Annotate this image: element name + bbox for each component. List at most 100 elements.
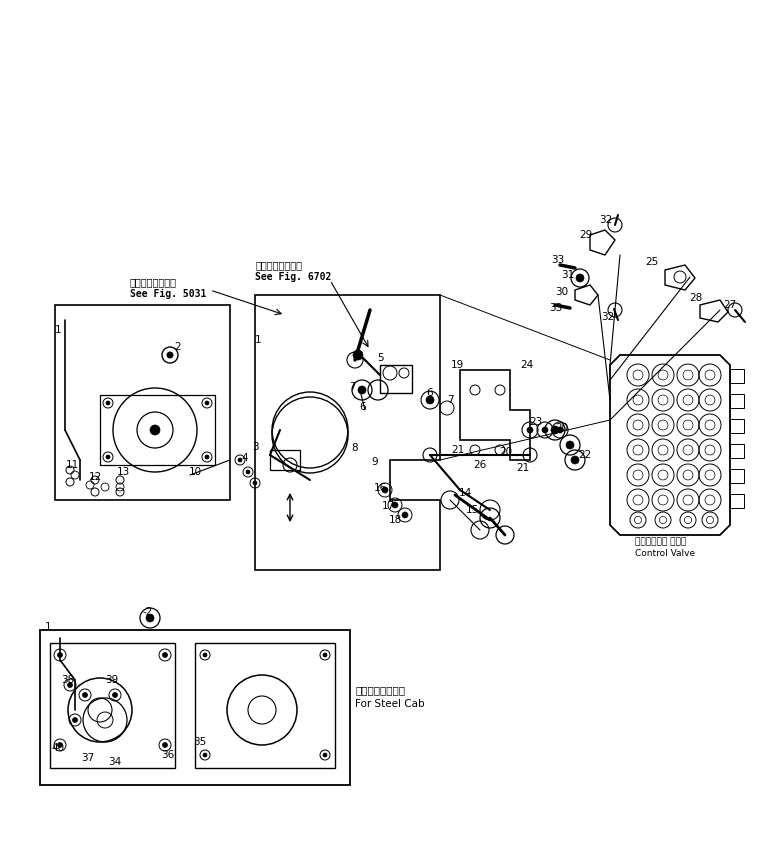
Text: 23: 23 bbox=[530, 417, 543, 427]
Bar bbox=[40, 630, 350, 785]
Circle shape bbox=[527, 427, 533, 433]
Text: 31: 31 bbox=[562, 270, 575, 280]
Circle shape bbox=[571, 456, 579, 464]
Circle shape bbox=[203, 753, 207, 757]
Text: 第６７０２図参照: 第６７０２図参照 bbox=[255, 260, 302, 270]
Circle shape bbox=[68, 682, 73, 687]
Bar bbox=[50, 643, 175, 768]
Text: 21: 21 bbox=[516, 463, 530, 473]
Circle shape bbox=[426, 396, 434, 404]
Text: 18: 18 bbox=[388, 515, 402, 525]
Bar bbox=[195, 643, 335, 768]
Text: 30: 30 bbox=[555, 287, 569, 297]
Text: 10: 10 bbox=[189, 467, 201, 477]
Text: スチールキャブ用: スチールキャブ用 bbox=[355, 685, 405, 695]
Text: 6: 6 bbox=[427, 388, 434, 398]
Circle shape bbox=[253, 481, 257, 485]
Text: 15: 15 bbox=[466, 505, 479, 515]
Text: 1: 1 bbox=[55, 325, 62, 335]
Circle shape bbox=[106, 455, 110, 459]
Circle shape bbox=[162, 742, 168, 747]
Bar bbox=[730, 469, 744, 483]
Text: For Steel Cab: For Steel Cab bbox=[355, 699, 424, 709]
Text: 33: 33 bbox=[551, 255, 565, 265]
Text: 14: 14 bbox=[459, 488, 472, 498]
Circle shape bbox=[323, 753, 327, 757]
Bar bbox=[730, 494, 744, 508]
Text: See Fig. 5031: See Fig. 5031 bbox=[130, 289, 207, 299]
Circle shape bbox=[167, 352, 173, 358]
Text: 26: 26 bbox=[473, 460, 487, 470]
Circle shape bbox=[353, 350, 363, 360]
Text: 28: 28 bbox=[690, 293, 703, 303]
Bar bbox=[730, 419, 744, 433]
Text: 24: 24 bbox=[520, 360, 534, 370]
Circle shape bbox=[205, 401, 209, 405]
Text: 12: 12 bbox=[88, 472, 101, 482]
Text: See Fig. 6702: See Fig. 6702 bbox=[255, 272, 332, 282]
Circle shape bbox=[106, 401, 110, 405]
Text: 39: 39 bbox=[105, 675, 119, 685]
Bar bbox=[55, 305, 230, 500]
Text: 16: 16 bbox=[374, 483, 387, 493]
Circle shape bbox=[392, 502, 398, 508]
Text: コントロール バルブ: コントロール バルブ bbox=[635, 537, 686, 547]
Text: 38: 38 bbox=[62, 675, 75, 685]
Bar bbox=[270, 450, 300, 470]
Text: 37: 37 bbox=[81, 753, 94, 763]
Text: 22: 22 bbox=[579, 450, 591, 460]
Bar bbox=[100, 395, 215, 465]
Text: 21: 21 bbox=[452, 445, 465, 455]
Text: 32: 32 bbox=[601, 312, 615, 322]
Text: 34: 34 bbox=[108, 757, 122, 767]
Text: 7: 7 bbox=[447, 395, 453, 405]
Text: 1: 1 bbox=[255, 335, 261, 345]
Text: 3: 3 bbox=[252, 442, 258, 452]
Text: 13: 13 bbox=[116, 467, 129, 477]
Circle shape bbox=[203, 653, 207, 657]
Text: 32: 32 bbox=[599, 215, 612, 225]
Circle shape bbox=[246, 470, 250, 474]
Circle shape bbox=[358, 386, 366, 394]
Circle shape bbox=[323, 653, 327, 657]
Text: Control Valve: Control Valve bbox=[635, 549, 695, 558]
Circle shape bbox=[83, 693, 87, 698]
Bar bbox=[730, 394, 744, 408]
Circle shape bbox=[58, 653, 62, 657]
Text: 4: 4 bbox=[242, 453, 248, 463]
Text: 第５０３１図参照: 第５０３１図参照 bbox=[130, 277, 177, 287]
Text: 36: 36 bbox=[161, 750, 175, 760]
Circle shape bbox=[551, 426, 559, 434]
Circle shape bbox=[566, 441, 574, 449]
Circle shape bbox=[557, 427, 563, 433]
Text: 8: 8 bbox=[352, 443, 358, 453]
Circle shape bbox=[73, 718, 77, 722]
Circle shape bbox=[150, 425, 160, 435]
Bar bbox=[730, 369, 744, 383]
Text: -2: -2 bbox=[143, 607, 153, 617]
Text: 35: 35 bbox=[193, 737, 207, 747]
Text: 17: 17 bbox=[381, 501, 395, 511]
Text: 29: 29 bbox=[580, 230, 593, 240]
Circle shape bbox=[58, 742, 62, 747]
Bar bbox=[380, 365, 412, 393]
Circle shape bbox=[542, 427, 548, 433]
Circle shape bbox=[238, 458, 242, 462]
Text: 2: 2 bbox=[175, 342, 181, 352]
Bar bbox=[730, 444, 744, 458]
Circle shape bbox=[162, 653, 168, 657]
Circle shape bbox=[382, 487, 388, 493]
Text: 25: 25 bbox=[645, 257, 658, 267]
Text: 5: 5 bbox=[377, 353, 383, 363]
Text: 19: 19 bbox=[450, 360, 463, 370]
Text: 27: 27 bbox=[723, 300, 736, 310]
Text: 33: 33 bbox=[549, 303, 562, 313]
Circle shape bbox=[112, 693, 118, 698]
Text: 6: 6 bbox=[360, 402, 367, 412]
Text: 20: 20 bbox=[555, 423, 569, 433]
Circle shape bbox=[402, 512, 408, 518]
Text: 20: 20 bbox=[499, 447, 512, 457]
Circle shape bbox=[576, 274, 584, 282]
Text: 1: 1 bbox=[44, 622, 51, 632]
Circle shape bbox=[205, 455, 209, 459]
